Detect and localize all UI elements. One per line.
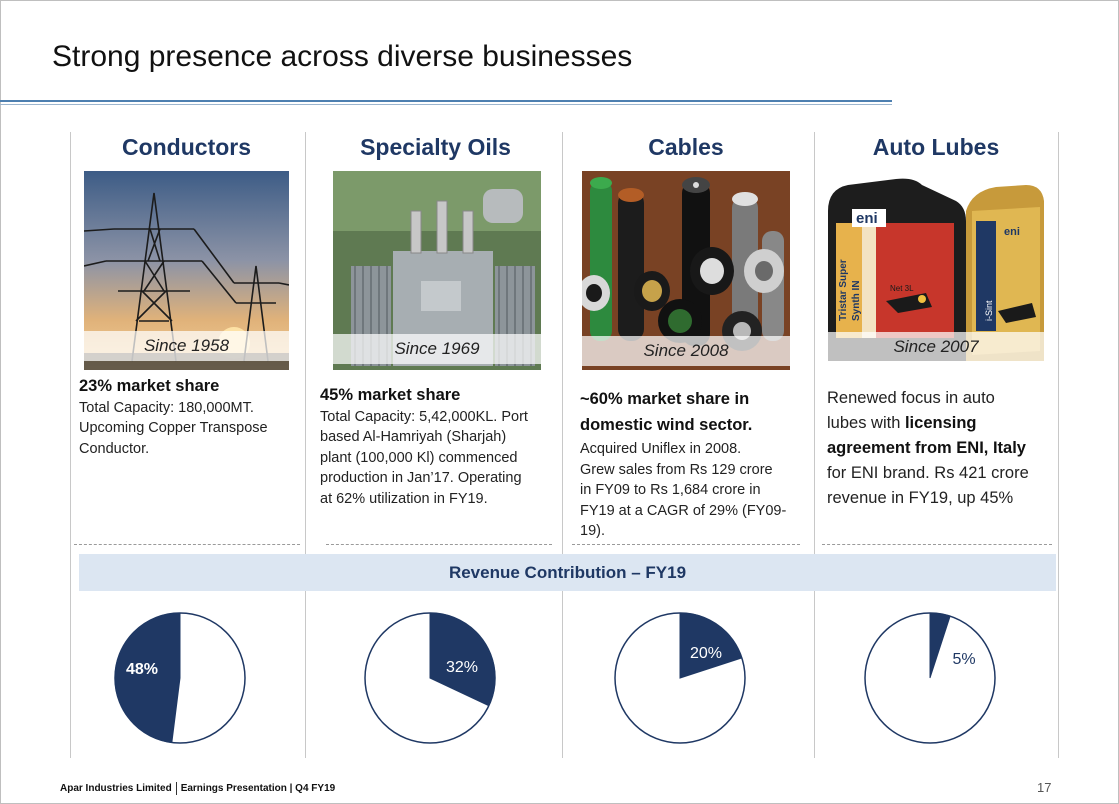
heading-auto-lubes: Auto Lubes (872, 134, 1000, 160)
since-label: Since 1969 (333, 334, 541, 364)
dashed-divider (572, 544, 800, 545)
market-share-text: 23% market share (79, 377, 220, 395)
pie-slice-segment (429, 612, 496, 707)
heading-cables: Cables (648, 134, 724, 160)
pie-slice-segment (114, 612, 181, 744)
page-number: 17 (1037, 780, 1052, 795)
pie-data-label: 20% (690, 645, 722, 662)
desc-bold: agreement from ENI, Italy (827, 439, 1026, 457)
desc-line: lubes with (827, 414, 905, 432)
market-share-text: 45% market share (320, 386, 461, 404)
can-product-text: i-Sint (984, 300, 994, 321)
desc-line: Total Capacity: 180,000MT. (79, 399, 254, 416)
desc-line: Upcoming Copper Transpose (79, 420, 268, 436)
column-divider (1058, 132, 1059, 758)
desc-line: for ENI brand. Rs 421 crore (827, 464, 1029, 482)
desc-line: Total Capacity: 5,42,000KL. Port (320, 408, 528, 425)
dashed-divider (326, 544, 552, 545)
desc-bold: licensing (904, 414, 977, 432)
can-brand-text-small: eni (1004, 226, 1020, 238)
pie-data-label: 5% (952, 651, 975, 668)
title-rule (0, 100, 892, 102)
revenue-contribution-band: Revenue Contribution – FY19 (79, 554, 1056, 591)
specialty-oils-image: Since 1969 (333, 171, 541, 370)
footer-separator (175, 782, 177, 795)
desc-line: plant (100,000 Kl) commenced (320, 449, 518, 466)
column-divider (305, 132, 306, 758)
pie-chart-cables: 20% (614, 612, 746, 744)
desc-line: production in Jan’17. Operating (320, 470, 522, 486)
column-divider (70, 132, 71, 758)
since-label: Since 1958 (84, 331, 289, 361)
dashed-divider (74, 544, 300, 545)
specialty-oils-description: 45% market share Total Capacity: 5,42,00… (320, 385, 560, 509)
pie-slice-segment (679, 612, 743, 679)
slide-title: Strong presence across diverse businesse… (52, 40, 633, 73)
can-brand-text: eni (856, 210, 878, 227)
desc-line: Conductor. (79, 440, 150, 457)
pie-chart-conductors: 48% (114, 612, 246, 744)
can-text-b: Synth IN (851, 280, 862, 321)
desc-line: Grew sales from Rs 129 crore (580, 461, 773, 478)
footer: Apar Industries Limited Earnings Presenta… (60, 782, 335, 795)
desc-line: 19). (580, 523, 605, 539)
since-label: Since 2007 (826, 332, 1046, 362)
can-text-a: Tristar Super (838, 259, 849, 321)
since-label: Since 2008 (582, 336, 790, 366)
conductors-description: 23% market share Total Capacity: 180,000… (79, 376, 304, 459)
desc-line: at 62% utilization in FY19. (320, 490, 488, 507)
market-share-text: ~60% market share in (580, 390, 750, 408)
column-divider (562, 132, 563, 758)
cables-image: Since 2008 (582, 171, 790, 370)
desc-line: in FY09 to Rs 1,684 crore in (580, 482, 761, 498)
dashed-divider (822, 544, 1052, 545)
pie-chart-specialty-oils: 32% (364, 612, 496, 744)
can-volume-text: Net 3L (890, 284, 914, 293)
cables-description: ~60% market share in domestic wind secto… (580, 387, 812, 542)
desc-line: revenue in FY19, up 45% (827, 489, 1014, 507)
title-rule-thin (0, 104, 892, 105)
heading-specialty-oils: Specialty Oils (360, 134, 511, 160)
heading-conductors: Conductors (121, 134, 252, 160)
desc-line: FY19 at a CAGR of 29% (FY09- (580, 502, 787, 519)
desc-line: Acquired Uniflex in 2008. (580, 441, 742, 457)
column-divider (814, 132, 815, 758)
footer-company: Apar Industries Limited (60, 783, 172, 795)
desc-line: Renewed focus in auto (827, 389, 995, 407)
pie-data-label: 32% (446, 659, 478, 676)
market-share-text: domestic wind sector. (580, 416, 753, 434)
conductors-image: Since 1958 (84, 171, 289, 370)
pie-slice-segment (929, 612, 951, 679)
desc-line: based Al-Hamriyah (Sharjah) (320, 429, 507, 445)
pie-data-label: 48% (126, 661, 158, 678)
auto-lubes-description: Renewed focus in auto lubes with licensi… (827, 386, 1057, 511)
auto-lubes-image: Tristar Super Synth IN eni Net 3L i-Sint… (826, 171, 1046, 370)
pie-chart-auto-lubes: 5% (864, 612, 996, 744)
footer-document: Earnings Presentation | Q4 FY19 (180, 783, 336, 795)
